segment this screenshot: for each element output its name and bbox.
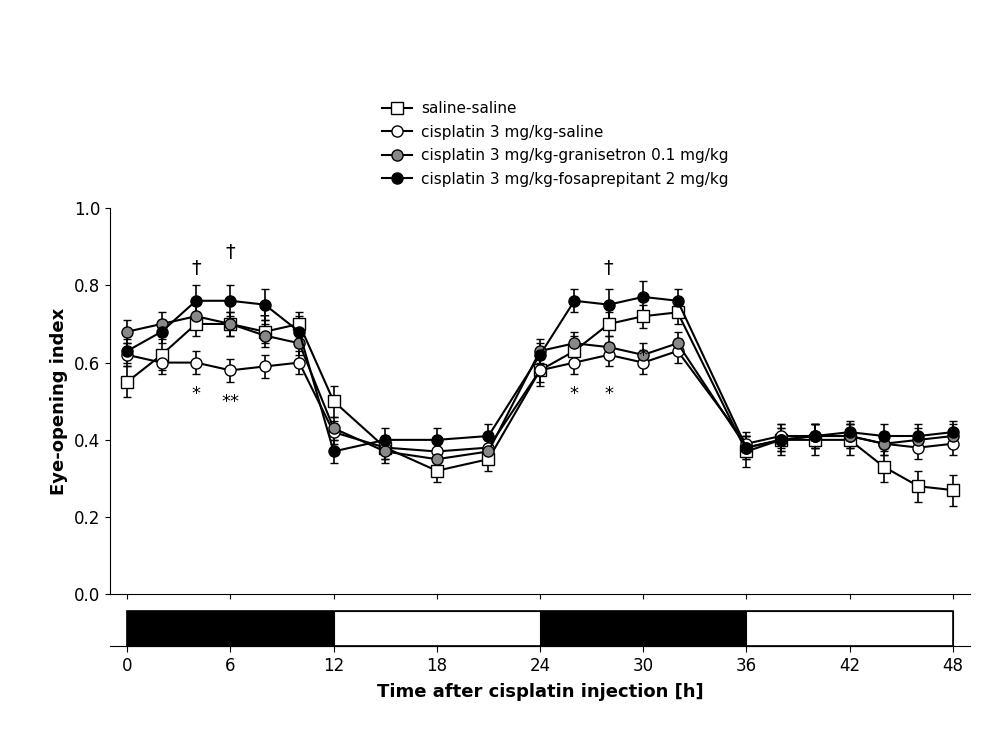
Text: †: † [260, 311, 270, 330]
Bar [540, 611, 746, 646]
Bar [746, 611, 953, 646]
Text: †: † [226, 243, 235, 262]
Text: *: * [639, 346, 648, 365]
Text: **: ** [221, 393, 239, 411]
Bar [127, 611, 334, 646]
Text: *: * [604, 385, 613, 403]
Text: *: * [570, 385, 579, 403]
Legend: saline-saline, cisplatin 3 mg/kg-saline, cisplatin 3 mg/kg-granisetron 0.1 mg/kg: saline-saline, cisplatin 3 mg/kg-saline,… [376, 95, 735, 192]
Bar [334, 611, 540, 646]
Text: †: † [191, 259, 201, 278]
Text: †: † [604, 259, 614, 278]
X-axis label: Time after cisplatin injection [h]: Time after cisplatin injection [h] [377, 683, 703, 701]
Y-axis label: Eye-opening index: Eye-opening index [50, 308, 68, 495]
Text: *: * [192, 385, 200, 403]
